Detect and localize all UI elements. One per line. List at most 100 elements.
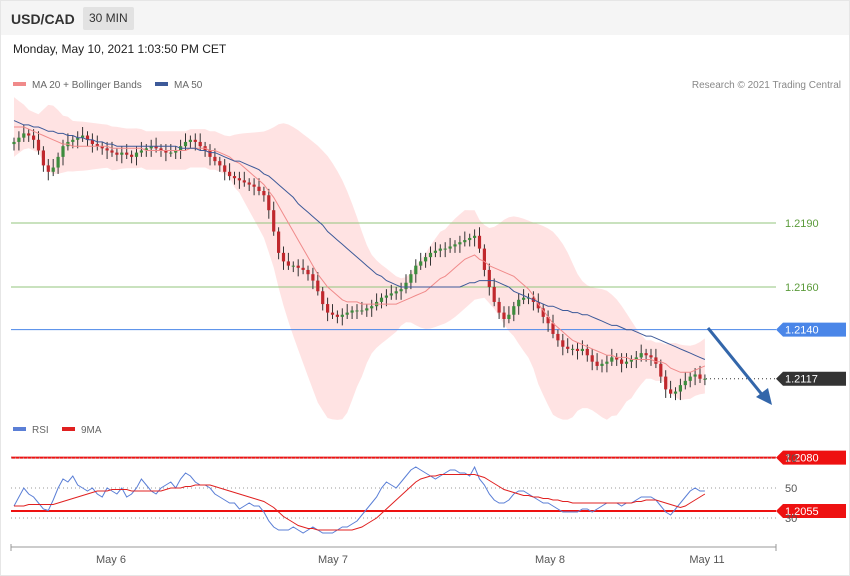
candle-body xyxy=(242,180,246,183)
candle-body xyxy=(46,165,50,172)
candle-body xyxy=(522,297,526,300)
candle-body xyxy=(330,312,335,315)
rsi-line xyxy=(13,465,705,534)
ma50-line xyxy=(13,120,706,360)
candle-body xyxy=(703,378,707,380)
candle-body xyxy=(448,246,452,249)
candle-body xyxy=(100,146,104,149)
candle-body xyxy=(664,376,668,390)
legend-rsi: RSI xyxy=(13,425,49,436)
candle-body xyxy=(659,363,663,377)
timeframe-badge[interactable]: 30 MIN xyxy=(83,7,134,30)
candle-body xyxy=(370,306,374,309)
candle-body xyxy=(340,314,344,317)
candle-body xyxy=(311,274,315,281)
rsi-ma-line xyxy=(14,474,706,531)
candle-body xyxy=(556,333,560,341)
candle-body xyxy=(473,235,477,238)
candle-body xyxy=(394,291,398,294)
legend-rsi-ma-swatch xyxy=(62,427,75,432)
x-tick-label: May 11 xyxy=(689,554,724,566)
candle-body xyxy=(463,240,467,243)
candle-body xyxy=(139,150,143,153)
candle-body xyxy=(22,133,26,138)
candle-body xyxy=(71,139,75,142)
candle-body xyxy=(404,282,408,290)
candle-body xyxy=(414,265,418,275)
legend-ma50-label: MA 50 xyxy=(174,80,203,91)
candle-body xyxy=(379,297,384,302)
candle-body xyxy=(419,261,423,266)
candle-body xyxy=(56,156,60,168)
candle-body xyxy=(497,301,501,313)
candle-body xyxy=(468,237,472,241)
candle-body xyxy=(32,135,36,140)
candle-body xyxy=(566,346,570,349)
candle-body xyxy=(208,150,212,157)
candle-body xyxy=(350,310,354,313)
candle-body xyxy=(595,361,599,366)
candle-body xyxy=(424,257,428,262)
candle-body xyxy=(41,150,45,166)
candle-body xyxy=(669,389,673,394)
candle-body xyxy=(649,355,653,358)
candle-body xyxy=(90,139,94,145)
candle-body xyxy=(517,299,521,307)
candle-body xyxy=(551,323,555,334)
candle-body xyxy=(624,361,629,364)
candle-body xyxy=(232,176,237,179)
candle-body xyxy=(51,167,55,172)
candle-body xyxy=(644,353,648,356)
candle-body xyxy=(433,250,437,253)
candle-body xyxy=(561,340,565,347)
candle-body xyxy=(281,252,286,262)
candle-body xyxy=(223,165,227,172)
candle-body xyxy=(590,355,594,362)
x-tick-label: May 8 xyxy=(535,554,565,566)
ma20-line xyxy=(14,126,706,373)
candle-body xyxy=(130,154,134,157)
candle-body xyxy=(326,304,330,313)
candle-body xyxy=(247,182,251,185)
candle-body xyxy=(174,150,178,153)
candle-body xyxy=(296,265,300,268)
candle-body xyxy=(443,248,447,250)
level-label-pivot: 1.2140 xyxy=(785,325,819,337)
candle-body xyxy=(605,361,609,364)
level-label-current: 1.2117 xyxy=(785,374,818,386)
level-label-target: 1.2055 xyxy=(785,506,819,518)
legend-rsi-ma-label: 9MA xyxy=(81,425,102,436)
legend-rsi-swatch xyxy=(13,427,26,432)
candle-body xyxy=(477,235,482,249)
candle-body xyxy=(301,267,305,270)
candle-body xyxy=(585,348,589,356)
candle-body xyxy=(213,156,217,162)
candle-body xyxy=(115,152,119,155)
candle-body xyxy=(365,308,369,311)
legend-ma50: MA 50 xyxy=(155,80,202,91)
candle-body xyxy=(453,244,457,247)
candle-body xyxy=(693,374,697,377)
legend-ma20-swatch xyxy=(13,82,26,87)
candle-body xyxy=(257,186,261,191)
candle-body xyxy=(76,137,80,140)
credit-text: Research © 2021 Trading Central xyxy=(691,80,841,91)
candle-body xyxy=(61,146,65,157)
candle-body xyxy=(512,306,516,315)
legend-ma20: MA 20 + Bollinger Bands xyxy=(13,80,142,91)
candle-body xyxy=(120,152,124,155)
top-bar xyxy=(1,1,849,35)
candle-body xyxy=(360,310,364,312)
candle-body xyxy=(149,146,153,149)
candle-body xyxy=(492,287,496,302)
level-tag-target xyxy=(776,450,846,465)
candle-body xyxy=(620,359,624,364)
candle-body xyxy=(218,161,222,166)
candle-body xyxy=(384,295,388,298)
candle-body xyxy=(85,135,90,140)
candle-body xyxy=(409,274,413,283)
candle-body xyxy=(228,171,232,177)
candle-body xyxy=(639,353,643,358)
candle-body xyxy=(580,348,584,351)
bollinger-band xyxy=(14,97,705,420)
